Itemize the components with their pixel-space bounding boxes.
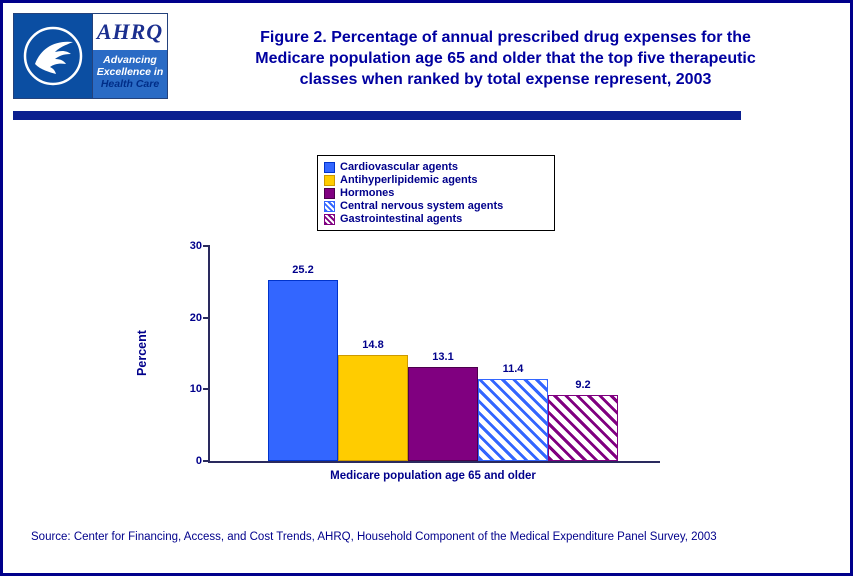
header-divider-bar	[13, 111, 741, 120]
legend-swatch	[324, 200, 335, 212]
legend-swatch	[324, 213, 335, 225]
legend-swatch	[324, 174, 335, 186]
y-tick-label: 20	[189, 311, 202, 324]
bar-value-label: 25.2	[292, 264, 314, 277]
legend-item: Central nervous system agents	[324, 200, 548, 212]
legend-label: Hormones	[340, 187, 395, 199]
y-tick-mark	[203, 460, 210, 462]
bar-value-label: 9.2	[575, 379, 591, 392]
figure-title: Figure 2. Percentage of annual prescribe…	[173, 27, 838, 90]
figure-title-line3: classes when ranked by total expense rep…	[299, 71, 712, 88]
y-tick-label: 10	[189, 383, 202, 396]
bar-3	[408, 367, 478, 461]
source-note: Source: Center for Financing, Access, an…	[31, 531, 717, 543]
figure-title-line2: Medicare population age 65 and older tha…	[255, 50, 756, 67]
hhs-eagle-icon	[23, 26, 83, 86]
chart-legend: Cardiovascular agents Antihyperlipidemic …	[317, 155, 555, 231]
ahrq-logo: AHRQ Advancing Excellence in Health Care	[92, 14, 167, 98]
bar-5	[548, 395, 618, 461]
legend-label: Cardiovascular agents	[340, 161, 458, 173]
bar-value-label: 13.1	[432, 351, 454, 364]
legend-item: Cardiovascular agents	[324, 161, 548, 173]
ahrq-wordmark: AHRQ	[93, 14, 167, 50]
y-tick-label: 0	[195, 455, 202, 467]
y-axis-label: Percent	[135, 330, 149, 376]
ahrq-wordmark-text: AHRQ	[96, 19, 164, 44]
ahrq-hhs-logo: AHRQ Advancing Excellence in Health Care	[13, 13, 168, 99]
bar-4	[478, 379, 548, 461]
legend-swatch	[324, 161, 335, 173]
ahrq-tagline: Advancing Excellence in Health Care	[93, 50, 167, 98]
ahrq-tagline-line1: Advancing	[103, 54, 157, 66]
plot-area: 25.2 14.8 13.1 11.4 9.2 0 10 20 30	[190, 240, 660, 467]
legend-label: Antihyperlipidemic agents	[340, 174, 478, 186]
bar-1	[268, 280, 338, 461]
legend-label: Central nervous system agents	[340, 200, 504, 212]
legend-item: Hormones	[324, 187, 548, 199]
legend-item: Gastrointestinal agents	[324, 213, 548, 225]
legend-label: Gastrointestinal agents	[340, 213, 463, 225]
y-tick-mark	[203, 388, 210, 391]
bar-value-label: 14.8	[362, 338, 384, 351]
ahrq-tagline-line3: Health Care	[100, 78, 160, 90]
bar-value-label: 11.4	[502, 363, 524, 376]
hhs-logo	[14, 14, 92, 98]
y-tick-label: 30	[189, 240, 202, 252]
y-tick-mark	[203, 316, 210, 319]
ahrq-tagline-line2: Excellence in	[96, 66, 164, 78]
bar-2	[338, 354, 408, 461]
x-axis-label: Medicare population age 65 and older	[330, 470, 536, 482]
legend-swatch	[324, 187, 335, 199]
y-tick-mark	[203, 245, 210, 247]
figure-title-line1: Figure 2. Percentage of annual prescribe…	[260, 29, 751, 46]
legend-item: Antihyperlipidemic agents	[324, 174, 548, 186]
